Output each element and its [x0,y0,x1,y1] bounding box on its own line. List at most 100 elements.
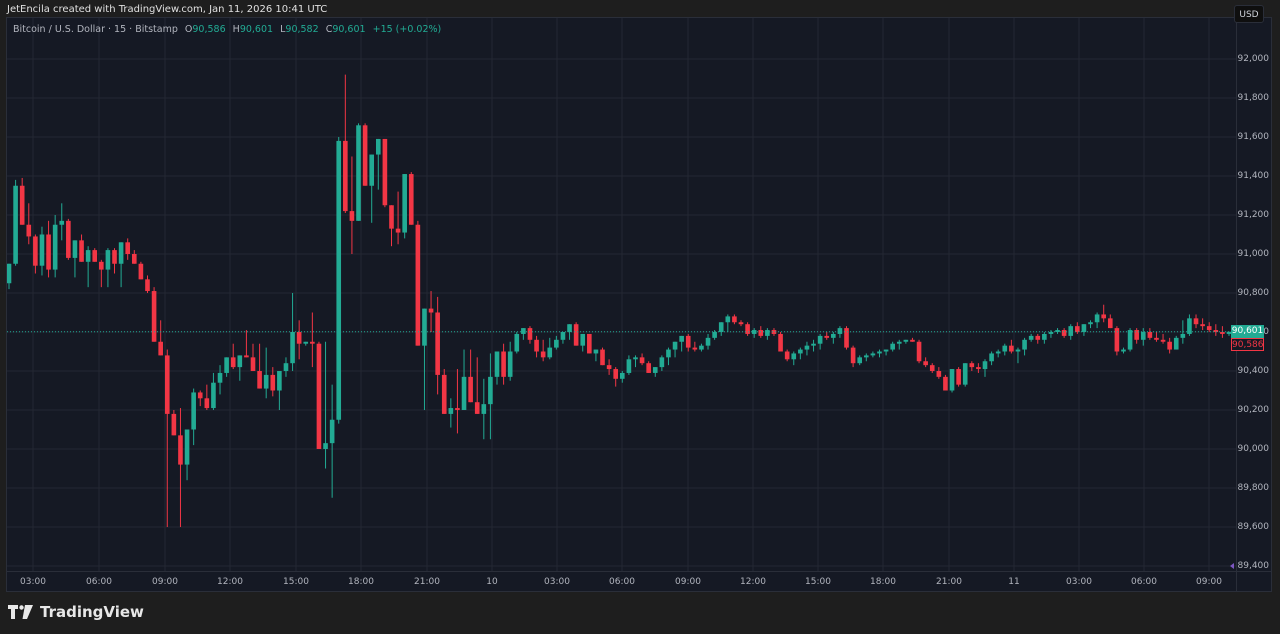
candle [59,203,65,241]
candle [323,341,328,469]
candle [191,388,196,446]
candle [1206,322,1212,332]
candle [422,308,427,410]
time-tick-label: 03:00 [1066,577,1092,587]
candle [837,326,843,338]
candle [850,345,856,368]
candle [39,226,45,276]
price-tick-label: 91,600 [1237,132,1270,142]
candle [230,343,236,370]
time-tick-label: 12:00 [217,577,243,587]
candle [448,398,454,428]
candle [1193,314,1199,329]
candle [679,335,684,352]
time-tick-label: 09:00 [675,577,701,587]
candle [613,367,619,387]
candle [1173,335,1179,350]
candle [540,339,546,362]
chart-plot-area[interactable]: Bitcoin / U.S. Dollar · 15 · Bitstamp O9… [7,18,1236,571]
candle [765,328,770,340]
low-value: 90,582 [285,24,319,35]
candle [633,355,638,368]
candle [138,261,144,280]
candle [244,330,249,358]
candle [600,347,605,366]
chart-credit: JetEncila created with TradingView.com, … [7,4,328,15]
candle [395,191,401,245]
candle [982,359,988,377]
candle [791,351,797,366]
price-tick-label: 91,000 [1237,249,1270,259]
candle [33,234,38,274]
candle [131,250,137,264]
candle [514,332,520,354]
candle [725,314,731,332]
candle [857,355,863,366]
candle [639,353,645,366]
candle [79,234,84,262]
candle [441,369,447,414]
time-tick-label: 21:00 [414,577,440,587]
price-axis[interactable]: 92,000 91,800 91,600 91,400 91,200 91,000 90,8… [1236,18,1272,571]
candle [1015,347,1021,364]
price-tick-label: 91,800 [1237,93,1270,103]
tradingview-logo-icon [8,605,33,619]
candle [831,332,836,344]
candle [501,343,506,385]
candle [184,429,190,481]
candle [685,333,691,352]
candle [929,363,935,373]
tradingview-logo[interactable]: TradingView [8,603,144,621]
candle [811,339,816,352]
candle [738,320,744,327]
candle [745,322,750,336]
candle [1154,332,1159,342]
candle [26,203,32,245]
candle [1127,328,1133,352]
candle [1048,330,1054,338]
candle [125,238,131,260]
candle [778,332,783,352]
open-key: O [184,24,193,35]
candle [224,357,229,377]
candle [1134,328,1139,344]
candle [798,347,803,360]
candle [1160,333,1166,344]
candle [712,330,717,340]
open-value: 90,586 [192,24,226,35]
time-tick-label: 18:00 [870,577,896,587]
candle [250,343,256,371]
price-tick-label: 89,600 [1237,522,1270,532]
candle [171,410,177,436]
time-tick-label: 03:00 [544,577,570,587]
price-tick-label: 90,800 [1237,288,1270,298]
candle [956,367,961,387]
candle [547,337,553,360]
candle [1101,304,1107,323]
candle [112,248,117,274]
price-tick-label: 92,000 [1237,54,1270,64]
candle [666,347,671,366]
candle [303,341,309,346]
candle [408,172,414,225]
time-axis[interactable]: 03:00 06:00 09:00 12:00 15:00 18:00 21:00 10 03:… [7,571,1236,592]
time-tick-label: 12:00 [740,577,766,587]
candle [692,341,698,352]
candle [699,343,704,352]
candle [560,332,566,344]
currency-button[interactable]: USD [1234,5,1264,23]
candle [474,357,480,414]
candle [1042,332,1047,344]
candle [626,355,632,375]
candle [369,154,375,223]
candle [567,324,572,340]
axis-corner [1236,571,1272,592]
symbol-title[interactable]: Bitcoin / U.S. Dollar · 15 · Bitstamp [13,24,178,35]
candlestick-chart[interactable] [7,18,1236,571]
candle [718,322,724,336]
candle [844,326,849,350]
candle [461,349,467,410]
candle [916,339,922,364]
time-tick-label: 15:00 [805,577,831,587]
candle [13,179,18,266]
